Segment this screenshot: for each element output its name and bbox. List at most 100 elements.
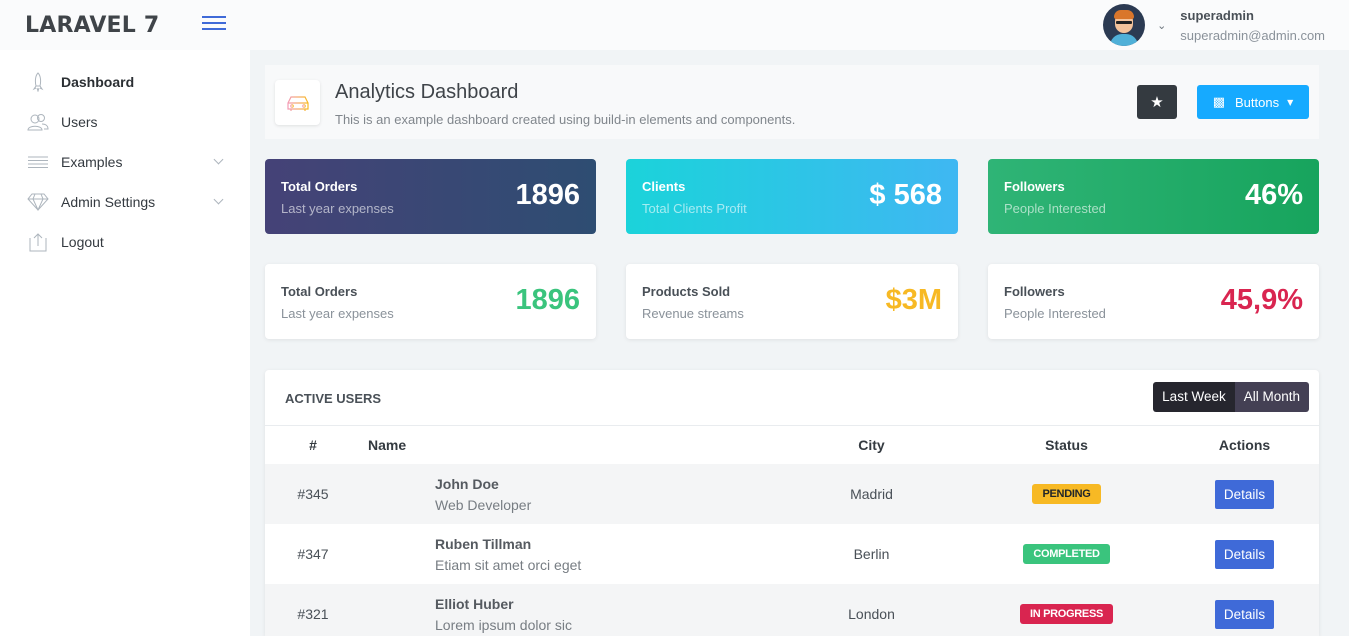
page-title: Analytics Dashboard	[335, 81, 519, 103]
row-name-cell: John Doe Web Developer	[361, 464, 780, 524]
card-value: 1896	[515, 284, 580, 316]
sidebar-item-users[interactable]: Users	[0, 102, 250, 142]
active-users-header: ACTIVE USERS Last Week All Month	[265, 370, 1319, 426]
row-name: John Doe	[435, 475, 499, 492]
card-value: $ 568	[869, 179, 942, 211]
toggle-last-week[interactable]: Last Week	[1153, 382, 1235, 412]
card-subtitle: Total Clients Profit	[642, 201, 747, 216]
row-city: Berlin	[853, 546, 890, 562]
car-icon	[275, 80, 320, 125]
row-name: Ruben Tillman	[435, 535, 532, 552]
stat-card-followers: Followers People Interested 46%	[988, 159, 1319, 234]
details-button[interactable]: Details	[1214, 599, 1275, 629]
chevron-down-icon[interactable]: ⌄	[1157, 18, 1167, 32]
card-title: Total Orders	[281, 179, 358, 194]
column-header-name: Name	[368, 437, 407, 453]
row-name-cell: Ruben Tillman Etiam sit amet orci eget	[361, 524, 780, 584]
app-logo: LARAVEL 7	[25, 12, 160, 38]
sidebar-item-label: Users	[61, 114, 98, 130]
menu-lines-icon	[27, 152, 49, 172]
caret-down-icon: ▼	[1287, 97, 1294, 107]
logout-icon	[27, 232, 49, 252]
details-button[interactable]: Details	[1214, 539, 1275, 569]
row-actions-cell: Details	[1170, 464, 1319, 524]
status-badge: IN PROGRESS	[1019, 604, 1114, 624]
stat-card-products-sold: Products Sold Revenue streams $3M	[626, 264, 958, 339]
sidebar-item-logout[interactable]: Logout	[0, 222, 250, 262]
row-actions-cell: Details	[1170, 524, 1319, 584]
active-users-card: ACTIVE USERS Last Week All Month # Name …	[265, 370, 1319, 636]
row-role: Etiam sit amet orci eget	[435, 556, 582, 573]
sidebar-item-label: Examples	[61, 154, 123, 170]
user-menu[interactable]: ⌄ superadmin superadmin@admin.com	[1103, 4, 1325, 46]
row-city: London	[780, 584, 963, 636]
user-info: superadmin superadmin@admin.com	[1180, 8, 1325, 43]
sidebar-item-label: Admin Settings	[61, 194, 156, 210]
page-title-bar: Analytics Dashboard This is an example d…	[265, 65, 1319, 139]
sidebar-item-examples[interactable]: Examples	[0, 142, 250, 182]
table-header-row: # Name City Status Actions	[265, 426, 1319, 464]
users-icon	[27, 112, 49, 132]
stat-card-total-orders-2: Total Orders Last year expenses 1896	[265, 264, 596, 339]
logo-area: LARAVEL 7	[0, 0, 250, 50]
card-subtitle: Last year expenses	[281, 306, 394, 321]
active-users-table: # Name City Status Actions #345 John Doe…	[265, 426, 1319, 636]
buttons-dropdown-button[interactable]: ▩ Buttons ▼	[1197, 85, 1309, 119]
avatar[interactable]	[1103, 4, 1146, 46]
sidebar-item-label: Dashboard	[61, 74, 135, 90]
card-value: $3M	[885, 284, 942, 316]
row-role: Web Developer	[435, 496, 532, 513]
card-subtitle: People Interested	[1004, 306, 1106, 321]
active-users-title: ACTIVE USERS	[285, 391, 382, 406]
row-name: Elliot Huber	[435, 595, 514, 612]
row-id: #347	[297, 546, 329, 562]
top-header: LARAVEL 7 ⌄ superadmin superadmin@admin.…	[0, 0, 1349, 50]
card-title: Clients	[642, 179, 686, 194]
rocket-icon	[27, 72, 49, 92]
sidebar-item-dashboard[interactable]: Dashboard	[0, 62, 250, 102]
card-subtitle: Last year expenses	[281, 201, 394, 216]
hamburger-menu-icon[interactable]	[202, 16, 226, 34]
toggle-all-month[interactable]: All Month	[1234, 382, 1309, 412]
row-city: Madrid	[780, 464, 963, 524]
column-header-status: Status	[1045, 437, 1088, 453]
table-row: #321 Elliot Huber Lorem ipsum dolor sic …	[265, 584, 1319, 636]
column-header-actions: Actions	[1218, 437, 1271, 453]
card-title: Followers	[1004, 179, 1065, 194]
card-value: 46%	[1244, 179, 1303, 211]
column-header-city: City	[858, 437, 885, 453]
column-header-id: #	[309, 437, 317, 453]
row-status-cell: PENDING	[963, 464, 1170, 524]
diamond-icon	[27, 192, 49, 212]
card-subtitle: People Interested	[1004, 201, 1106, 216]
sidebar-item-admin-settings[interactable]: Admin Settings	[0, 182, 250, 222]
period-toggle: Last Week All Month	[1153, 382, 1309, 412]
sidebar: Dashboard Users Examples Admin Settings	[0, 50, 250, 636]
table-row: #347 Ruben Tillman Etiam sit amet orci e…	[265, 524, 1319, 584]
row-id: #345	[265, 464, 361, 524]
star-button[interactable]: ★	[1137, 85, 1177, 119]
status-badge: COMPLETED	[1023, 544, 1110, 564]
card-title: Products Sold	[642, 284, 731, 299]
stat-card-followers-2: Followers People Interested 45,9%	[988, 264, 1319, 339]
row-status-cell: IN PROGRESS	[963, 584, 1170, 636]
card-title: Followers	[1004, 284, 1065, 299]
card-subtitle: Revenue streams	[642, 306, 744, 321]
stat-card-clients: Clients Total Clients Profit $ 568	[626, 159, 958, 234]
card-value: 1896	[515, 179, 580, 211]
user-name: superadmin	[1180, 7, 1254, 23]
user-email: superadmin@admin.com	[1180, 27, 1325, 43]
chevron-down-icon[interactable]	[213, 194, 224, 205]
page-subtitle: This is an example dashboard created usi…	[335, 112, 796, 127]
card-title: Total Orders	[281, 284, 358, 299]
business-time-icon: ▩	[1212, 94, 1226, 110]
chevron-down-icon[interactable]	[213, 154, 224, 165]
row-role: Lorem ipsum dolor sic	[435, 616, 572, 633]
row-actions-cell: Details	[1170, 584, 1319, 636]
star-icon: ★	[1150, 93, 1164, 111]
buttons-label: Buttons	[1235, 94, 1280, 110]
details-button[interactable]: Details	[1214, 479, 1275, 509]
main-content: Analytics Dashboard This is an example d…	[250, 50, 1349, 636]
sidebar-item-label: Logout	[61, 234, 104, 250]
status-badge: PENDING	[1032, 484, 1101, 504]
